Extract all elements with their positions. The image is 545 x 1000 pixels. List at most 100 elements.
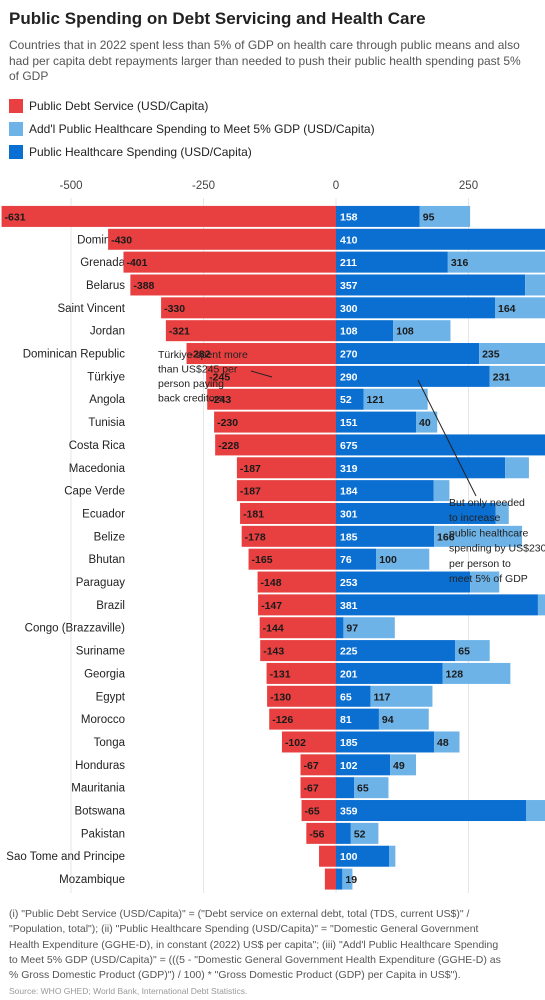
category-label: Sao Tome and Principe — [6, 851, 125, 863]
data-label-healthcare-spending: 675 — [340, 440, 358, 452]
data-label-additional-spending: 117 — [373, 691, 390, 703]
bar-debt-service — [236, 480, 336, 502]
data-label-debt-service: -67 — [303, 760, 318, 772]
bar-healthcare-spending — [336, 525, 435, 547]
bar-additional-spending — [455, 640, 490, 662]
data-label-additional-spending: 316 — [451, 257, 469, 269]
bar-additional-spending — [525, 274, 545, 296]
bar-healthcare-spending — [336, 502, 496, 524]
legend-swatch-healthcare-spending — [9, 145, 23, 159]
bar-healthcare-spending — [336, 251, 448, 273]
bar-additional-spending — [434, 731, 460, 753]
legend-label-additional-spending: Add'l Public Healthcare Spending to Meet… — [29, 122, 375, 136]
category-label: Brazil — [96, 600, 125, 612]
data-label-debt-service: -330 — [164, 303, 185, 315]
category-label: Paraguay — [76, 577, 125, 589]
bar-additional-spending — [350, 822, 379, 844]
category-label: Angola — [89, 394, 125, 406]
bar-additional-spending — [470, 571, 500, 593]
bar-debt-service — [300, 777, 336, 799]
bar-additional-spending — [419, 205, 471, 227]
data-label-debt-service: -430 — [111, 234, 132, 246]
data-label-healthcare-spending: 211 — [340, 257, 357, 269]
data-label-additional-spending: 19 — [345, 874, 357, 886]
x-tick-label: 0 — [333, 180, 339, 192]
legend-swatch-debt-service — [9, 99, 23, 113]
annotation-turkiye-healthcare: per person to — [449, 558, 511, 570]
bar-debt-service — [248, 548, 336, 570]
legend-item-debt-service: Public Debt Service (USD/Capita) — [9, 98, 208, 114]
bar-healthcare-spending — [336, 365, 490, 387]
data-label-healthcare-spending: 158 — [340, 211, 358, 223]
chart-source: Source: WHO GHED; World Bank, Internatio… — [9, 986, 248, 996]
data-label-debt-service: -282 — [190, 349, 211, 361]
bar-debt-service — [207, 388, 336, 410]
legend-label-debt-service: Public Debt Service (USD/Capita) — [29, 99, 209, 113]
bar-debt-service — [319, 845, 336, 867]
note-line: "Population, total"); (ii) "Public Healt… — [9, 923, 479, 936]
bar-healthcare-spending — [336, 434, 545, 456]
data-label-debt-service: -245 — [209, 371, 230, 383]
category-label: Grenada — [80, 257, 125, 269]
note-line: % Gross Domestic Product (GDP)") / 100) … — [9, 969, 461, 982]
data-label-additional-spending: 235 — [482, 349, 500, 361]
category-label: Mauritania — [71, 783, 125, 795]
note-line: (i) "Public Debt Service (USD/Capita)" =… — [9, 908, 470, 920]
bar-healthcare-spending — [336, 845, 389, 867]
bar-debt-service — [236, 457, 336, 479]
category-label: Pakistan — [81, 828, 125, 840]
category-label: Belize — [94, 531, 125, 543]
bar-additional-spending — [447, 251, 545, 273]
bar-debt-service — [1, 205, 336, 227]
annotation-turkiye-debt: Türkiye spent more — [158, 349, 248, 361]
bar-debt-service — [266, 662, 336, 684]
category-label: Congo (Brazzaville) — [25, 623, 126, 635]
bar-additional-spending — [363, 388, 428, 410]
annotation-turkiye-healthcare: public healthcare — [449, 527, 529, 539]
annotation-turkiye-debt: back creditors — [158, 393, 223, 405]
data-label-healthcare-spending: 185 — [340, 531, 358, 543]
bar-additional-spending — [378, 708, 429, 730]
data-label-additional-spending: 65 — [357, 783, 369, 795]
data-label-debt-service: -401 — [126, 257, 147, 269]
annotation-turkiye-healthcare: meet 5% of GDP — [449, 573, 528, 585]
category-label: Tunisia — [88, 417, 125, 429]
data-label-debt-service: -144 — [263, 623, 284, 635]
bar-healthcare-spending — [336, 800, 527, 822]
bar-healthcare-spending — [336, 685, 371, 707]
category-label: Suriname — [76, 646, 125, 658]
note-line: to Meet 5% GDP (USD/Capita)" = (((5 - "D… — [9, 953, 501, 966]
bar-healthcare-spending — [336, 731, 435, 753]
legend-item-healthcare-spending: Public Healthcare Spending (USD/Capita) — [9, 144, 252, 160]
data-label-healthcare-spending: 301 — [340, 508, 358, 520]
category-label: Bhutan — [89, 554, 125, 566]
data-label-debt-service: -56 — [309, 828, 324, 840]
data-label-debt-service: -181 — [243, 508, 264, 520]
annotation-turkiye-healthcare: to increase — [449, 512, 501, 524]
bar-healthcare-spending — [336, 708, 379, 730]
bar-debt-service — [108, 228, 336, 250]
data-label-additional-spending: 40 — [419, 417, 431, 429]
data-label-debt-service: -230 — [217, 417, 238, 429]
data-label-healthcare-spending: 253 — [340, 577, 358, 589]
bar-debt-service — [214, 411, 336, 433]
chart-title: Public Spending on Debt Servicing and He… — [9, 9, 426, 28]
bar-healthcare-spending — [336, 754, 391, 776]
data-label-additional-spending: 48 — [437, 737, 449, 749]
data-label-healthcare-spending: 410 — [340, 234, 358, 246]
category-label: Jordan — [90, 326, 125, 338]
category-label: Dominican Republic — [23, 349, 126, 361]
bar-healthcare-spending — [336, 343, 480, 365]
category-label: Türkiye — [87, 371, 125, 383]
data-label-debt-service: -148 — [261, 577, 282, 589]
x-tick-label: 250 — [459, 180, 478, 192]
bar-additional-spending — [343, 617, 395, 639]
legend-swatch-additional-spending — [9, 122, 23, 136]
x-tick-label: -500 — [59, 180, 82, 192]
data-label-healthcare-spending: 381 — [340, 600, 358, 612]
data-label-healthcare-spending: 52 — [340, 394, 352, 406]
data-label-healthcare-spending: 184 — [340, 486, 358, 498]
category-label: Honduras — [75, 760, 125, 772]
category-label: Mozambique — [59, 874, 125, 886]
bar-healthcare-spending — [336, 228, 545, 250]
